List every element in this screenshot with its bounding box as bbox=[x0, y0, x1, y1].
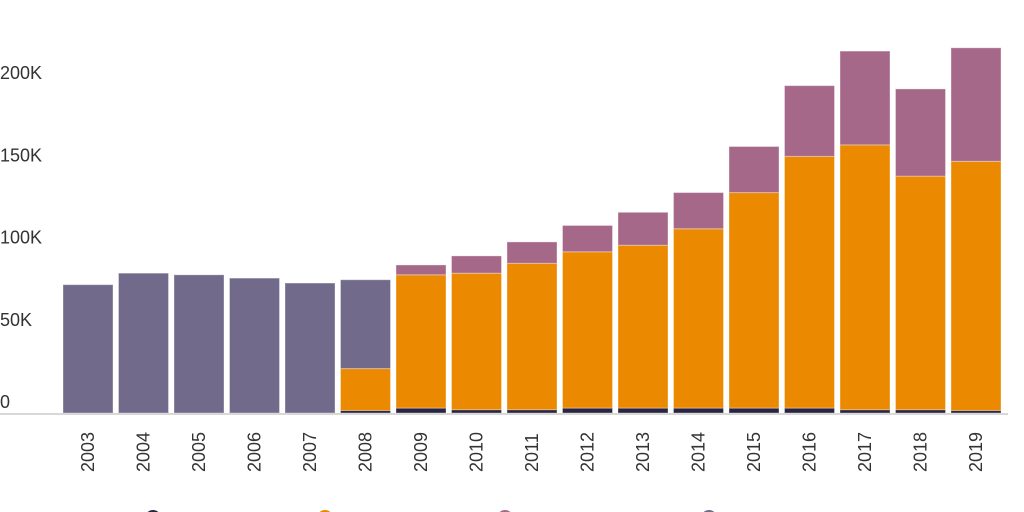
bar-segment[interactable] bbox=[118, 272, 169, 414]
bar-segment[interactable] bbox=[562, 251, 613, 409]
bar-segment[interactable] bbox=[229, 277, 280, 414]
bar-segment[interactable] bbox=[617, 211, 669, 246]
bar-segment[interactable] bbox=[895, 88, 946, 177]
y-tick-label: 50K bbox=[0, 310, 32, 330]
bar-segment[interactable] bbox=[173, 274, 225, 414]
bar-segment[interactable] bbox=[395, 274, 447, 409]
bar-segment[interactable] bbox=[395, 407, 447, 414]
x-tick-label: 2008 bbox=[356, 432, 376, 472]
bar-segment[interactable] bbox=[340, 279, 391, 370]
y-tick-label: 150K bbox=[0, 145, 42, 165]
x-tick-label: 2005 bbox=[189, 432, 209, 472]
bar-segment[interactable] bbox=[506, 262, 558, 411]
bar-segment[interactable] bbox=[673, 228, 724, 409]
bar-segment[interactable] bbox=[728, 192, 780, 409]
y-axis: 0 50K 100K 150K 200K bbox=[0, 63, 42, 412]
bar-segment[interactable] bbox=[784, 407, 835, 414]
bar-segment[interactable] bbox=[395, 264, 447, 276]
bar-segment[interactable] bbox=[728, 407, 780, 414]
x-tick-label: 2018 bbox=[911, 432, 931, 472]
x-tick-label: 2017 bbox=[855, 432, 875, 472]
bar-segment[interactable] bbox=[340, 368, 391, 412]
x-tick-label: 2010 bbox=[467, 432, 487, 472]
bar-segment[interactable] bbox=[506, 241, 558, 264]
bar-segment[interactable] bbox=[950, 47, 1002, 162]
x-tick-label: 2007 bbox=[300, 432, 320, 472]
bar-segment[interactable] bbox=[784, 155, 835, 409]
bar-segment[interactable] bbox=[62, 284, 114, 414]
bar-segment[interactable] bbox=[784, 85, 835, 157]
x-tick-label: 2015 bbox=[744, 432, 764, 472]
bar-segment[interactable] bbox=[562, 224, 613, 253]
y-tick-label: 200K bbox=[0, 63, 42, 83]
bar-segment[interactable] bbox=[950, 160, 1002, 412]
bar-segment[interactable] bbox=[617, 244, 669, 409]
x-tick-label: 2006 bbox=[245, 432, 265, 472]
bar-segment[interactable] bbox=[673, 407, 724, 414]
bar-segment[interactable] bbox=[728, 146, 780, 194]
x-tick-label: 2019 bbox=[966, 432, 986, 472]
bar-segment[interactable] bbox=[562, 407, 613, 414]
x-tick-label: 2016 bbox=[800, 432, 820, 472]
bar-segment[interactable] bbox=[839, 50, 891, 146]
y-tick-label: 100K bbox=[0, 228, 42, 248]
bar-segment[interactable] bbox=[451, 272, 502, 411]
bar-segment[interactable] bbox=[451, 255, 502, 274]
bars bbox=[62, 47, 1002, 414]
y-tick-label: 0 bbox=[0, 392, 10, 412]
bar-segment[interactable] bbox=[617, 407, 669, 414]
x-tick-label: 2004 bbox=[134, 432, 154, 472]
x-tick-label: 2012 bbox=[578, 432, 598, 472]
bar-segment[interactable] bbox=[895, 175, 946, 411]
x-tick-label: 2003 bbox=[78, 432, 98, 472]
x-tick-label: 2014 bbox=[689, 432, 709, 472]
bar-segment[interactable] bbox=[284, 282, 336, 414]
bar-segment[interactable] bbox=[673, 192, 724, 230]
x-tick-label: 2013 bbox=[633, 432, 653, 472]
x-tick-label: 2011 bbox=[522, 433, 542, 472]
x-tick-label: 2009 bbox=[411, 432, 431, 472]
bar-segment[interactable] bbox=[839, 144, 891, 411]
x-axis: 2003 2004 2005 2006 2007 2008 2009 2010 2011 2012… bbox=[78, 432, 986, 472]
